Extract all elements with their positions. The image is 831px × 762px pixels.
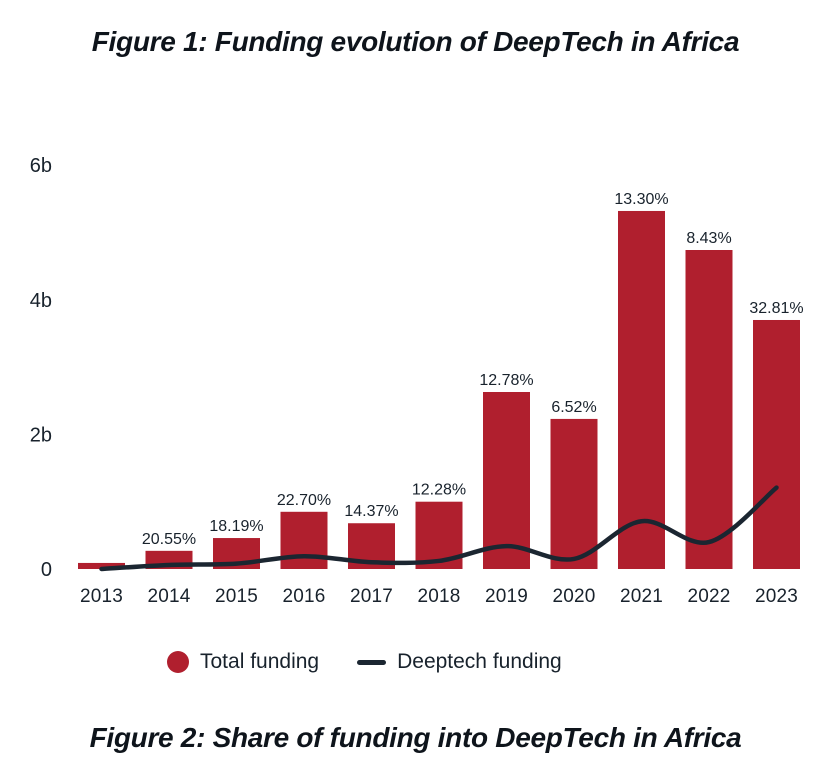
legend-item-total-funding: Total funding [167,650,319,674]
x-axis-label-2016: 2016 [282,586,325,607]
funding-evolution-chart: 0 2b 4b 6b 2013 20.55% 2014 18.19% 2015 22.70% 201… [30,155,804,607]
x-axis-label-2019: 2019 [485,586,528,607]
x-axis-label-2014: 2014 [147,586,190,607]
deeptech-share-label-2018: 12.28% [412,482,466,499]
legend-label-total-funding: Total funding [200,650,320,673]
x-axis-label-2020: 2020 [552,586,595,607]
total-funding-bar-2023 [753,319,800,569]
deeptech-share-label-2023: 32.81% [749,300,803,317]
total-funding-swatch-icon [167,651,189,673]
total-funding-bar-2022 [685,249,733,570]
y-axis-tick-2b: 2b [30,424,52,446]
x-axis-label-2022: 2022 [687,586,730,607]
deeptech-funding-swatch-icon [357,659,387,665]
deeptech-funding-line [99,485,779,572]
x-axis-label-2017: 2017 [350,586,393,607]
total-funding-bar-2019 [483,392,530,569]
x-axis-label-2021: 2021 [620,586,663,607]
deeptech-share-label-2021: 13.30% [614,191,668,208]
deeptech-share-label-2020: 6.52% [551,399,596,416]
x-axis-label-2023: 2023 [755,586,798,607]
figure2-title: Figure 2: Share of funding into DeepTech… [89,722,742,753]
deeptech-share-label-2016: 22.70% [277,492,331,509]
figure1-title: Figure 1: Funding evolution of DeepTech … [91,26,740,57]
deeptech-share-label-2015: 18.19% [209,518,263,535]
y-axis-tick-0: 0 [41,559,52,581]
y-axis-tick-4b: 4b [30,290,52,312]
x-axis-label-2018: 2018 [417,586,460,607]
chart-legend: Total funding Deeptech funding [167,646,562,678]
total-funding-bar-2013 [78,562,125,569]
legend-item-deeptech-funding: Deeptech funding [357,650,562,674]
deeptech-share-label-2019: 12.78% [479,372,533,389]
x-axis-label-2015: 2015 [215,586,258,607]
total-funding-bar-2016 [280,511,328,569]
y-axis-tick-6b: 6b [30,155,52,177]
legend-label-deeptech-funding: Deeptech funding [397,650,562,673]
total-funding-bar-2020 [550,418,598,569]
x-axis-label-2013: 2013 [80,586,123,607]
deeptech-share-label-2014: 20.55% [142,531,196,548]
total-funding-bar-2021 [618,210,665,570]
deeptech-share-label-2022: 8.43% [686,230,731,247]
deeptech-share-label-2017: 14.37% [344,503,398,520]
